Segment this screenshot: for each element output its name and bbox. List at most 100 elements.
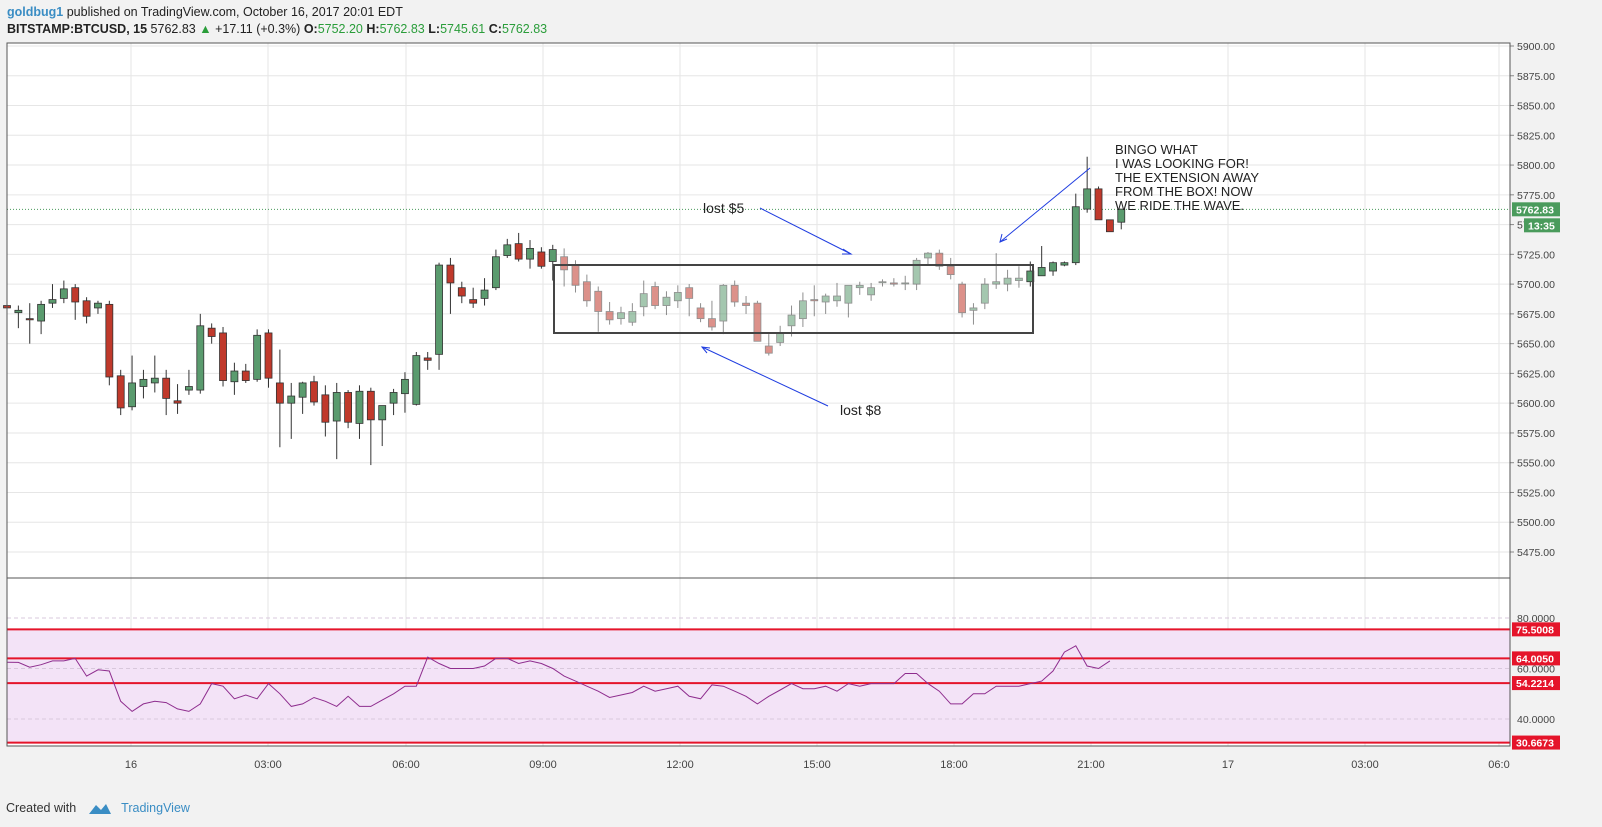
candle[interactable] <box>617 306 625 325</box>
candle[interactable] <box>560 248 569 287</box>
candle[interactable] <box>958 281 966 318</box>
chart-area[interactable]: lost $5 lost $8 BINGO WHAT I WAS LOOKING… <box>0 0 1602 790</box>
candle[interactable] <box>480 278 489 306</box>
candle[interactable] <box>366 387 375 466</box>
candle[interactable] <box>139 369 148 399</box>
candle[interactable] <box>332 382 341 460</box>
candle[interactable] <box>389 388 398 416</box>
candle[interactable] <box>48 284 57 308</box>
arrow-lost8[interactable] <box>701 346 829 407</box>
candle[interactable] <box>810 285 819 317</box>
candle[interactable] <box>605 301 614 325</box>
candle[interactable] <box>94 300 102 314</box>
candle[interactable] <box>185 369 193 395</box>
candle[interactable] <box>264 329 273 388</box>
candle[interactable] <box>219 326 227 387</box>
candle[interactable] <box>924 251 932 266</box>
candle[interactable] <box>867 282 876 301</box>
candle[interactable] <box>25 303 34 344</box>
note-lost5[interactable]: lost $5 <box>703 200 744 216</box>
candle[interactable] <box>71 284 80 320</box>
candle[interactable] <box>196 313 205 394</box>
candle[interactable] <box>1037 246 1046 277</box>
candle[interactable] <box>787 305 796 337</box>
candle[interactable] <box>821 293 830 314</box>
candle[interactable] <box>173 384 182 414</box>
candle[interactable] <box>912 257 921 291</box>
range-box[interactable] <box>553 264 1034 334</box>
candle[interactable] <box>1060 261 1069 267</box>
candle[interactable] <box>935 249 944 270</box>
candle[interactable] <box>889 278 898 287</box>
candle[interactable] <box>344 390 353 429</box>
candle[interactable] <box>492 249 500 291</box>
candle[interactable] <box>1015 266 1023 288</box>
candle[interactable] <box>799 292 807 327</box>
candle[interactable] <box>59 280 68 304</box>
candle[interactable] <box>241 363 250 383</box>
candle[interactable] <box>37 300 46 335</box>
candle[interactable] <box>753 300 762 342</box>
note-lost8[interactable]: lost $8 <box>840 402 881 418</box>
candle[interactable] <box>207 323 216 344</box>
candle[interactable] <box>423 351 432 370</box>
candle[interactable] <box>764 334 773 356</box>
note-bingo[interactable]: BINGO WHAT I WAS LOOKING FOR! THE EXTENS… <box>1115 142 1259 213</box>
tradingview-logo-icon[interactable] <box>88 802 112 816</box>
candle[interactable] <box>287 382 296 439</box>
candle[interactable] <box>582 274 591 307</box>
candle[interactable] <box>730 280 739 307</box>
candle[interactable] <box>230 362 239 395</box>
candle[interactable] <box>878 279 887 287</box>
candle[interactable] <box>719 284 728 335</box>
candle[interactable] <box>1003 269 1012 292</box>
candle[interactable] <box>548 244 557 281</box>
candle[interactable] <box>435 262 443 370</box>
candle[interactable] <box>742 296 750 314</box>
candle[interactable] <box>992 253 1001 289</box>
candle[interactable] <box>662 291 671 316</box>
candle[interactable] <box>1094 186 1103 221</box>
candle[interactable] <box>526 240 534 269</box>
rsi-pane[interactable] <box>6 617 1510 744</box>
candle[interactable] <box>969 303 978 325</box>
candle[interactable] <box>708 300 716 331</box>
candle[interactable] <box>514 232 523 262</box>
tradingview-brand-link[interactable]: TradingView <box>121 801 190 815</box>
candle[interactable] <box>696 303 705 323</box>
candle[interactable] <box>378 405 387 447</box>
candle[interactable] <box>82 297 91 324</box>
candle[interactable] <box>469 287 478 308</box>
candle[interactable] <box>673 285 682 308</box>
candle[interactable] <box>105 300 114 386</box>
candle[interactable] <box>401 372 409 413</box>
candle[interactable] <box>1105 219 1114 233</box>
candle[interactable] <box>628 303 637 326</box>
candle[interactable] <box>412 351 421 406</box>
publisher-name[interactable]: goldbug1 <box>7 5 64 19</box>
candle[interactable] <box>594 286 603 332</box>
candle[interactable] <box>298 381 307 414</box>
candle[interactable] <box>639 280 648 317</box>
candle[interactable] <box>537 247 546 269</box>
candle[interactable] <box>355 385 364 439</box>
candle[interactable] <box>651 281 659 310</box>
candle[interactable] <box>128 355 136 411</box>
candle[interactable] <box>844 284 853 318</box>
candle[interactable] <box>855 281 864 295</box>
candle[interactable] <box>321 385 330 437</box>
candle[interactable] <box>150 355 159 393</box>
candle[interactable] <box>1049 261 1057 276</box>
candle[interactable] <box>253 329 262 382</box>
candle[interactable] <box>1083 156 1092 213</box>
candle[interactable] <box>446 257 455 314</box>
candle[interactable] <box>901 275 910 291</box>
candle[interactable] <box>310 375 318 406</box>
candle[interactable] <box>833 282 841 307</box>
candle[interactable] <box>503 238 512 258</box>
candles[interactable] <box>3 156 1126 466</box>
candle[interactable] <box>685 284 694 317</box>
arrow-lost5[interactable] <box>759 207 852 255</box>
candle[interactable] <box>275 349 284 448</box>
candle[interactable] <box>116 369 125 416</box>
